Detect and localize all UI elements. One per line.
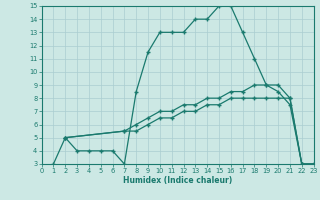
X-axis label: Humidex (Indice chaleur): Humidex (Indice chaleur) (123, 176, 232, 185)
